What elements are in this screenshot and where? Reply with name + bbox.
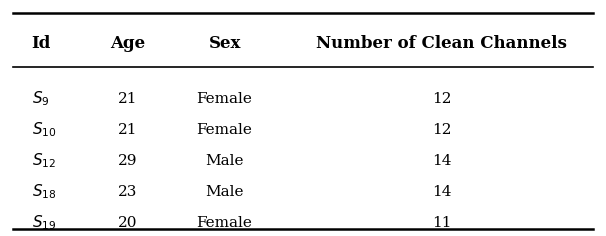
Text: $S_{10}$: $S_{10}$: [32, 121, 56, 139]
Text: Age: Age: [110, 35, 145, 52]
Text: 14: 14: [432, 185, 451, 199]
Text: 29: 29: [118, 154, 138, 168]
Text: $S_{9}$: $S_{9}$: [32, 90, 49, 108]
Text: Male: Male: [205, 154, 244, 168]
Text: Number of Clean Channels: Number of Clean Channels: [316, 35, 567, 52]
Text: 23: 23: [118, 185, 138, 199]
Text: 12: 12: [432, 92, 451, 106]
Text: $S_{19}$: $S_{19}$: [32, 214, 56, 232]
Text: $S_{18}$: $S_{18}$: [32, 182, 56, 201]
Text: Female: Female: [196, 92, 253, 106]
Text: Female: Female: [196, 216, 253, 230]
Text: Female: Female: [196, 123, 253, 137]
Text: 21: 21: [118, 123, 138, 137]
Text: 11: 11: [432, 216, 451, 230]
Text: 21: 21: [118, 92, 138, 106]
Text: $S_{12}$: $S_{12}$: [32, 152, 56, 170]
Text: 12: 12: [432, 123, 451, 137]
Text: Male: Male: [205, 185, 244, 199]
Text: 14: 14: [432, 154, 451, 168]
Text: Sex: Sex: [208, 35, 241, 52]
Text: 20: 20: [118, 216, 138, 230]
Text: Id: Id: [32, 35, 51, 52]
